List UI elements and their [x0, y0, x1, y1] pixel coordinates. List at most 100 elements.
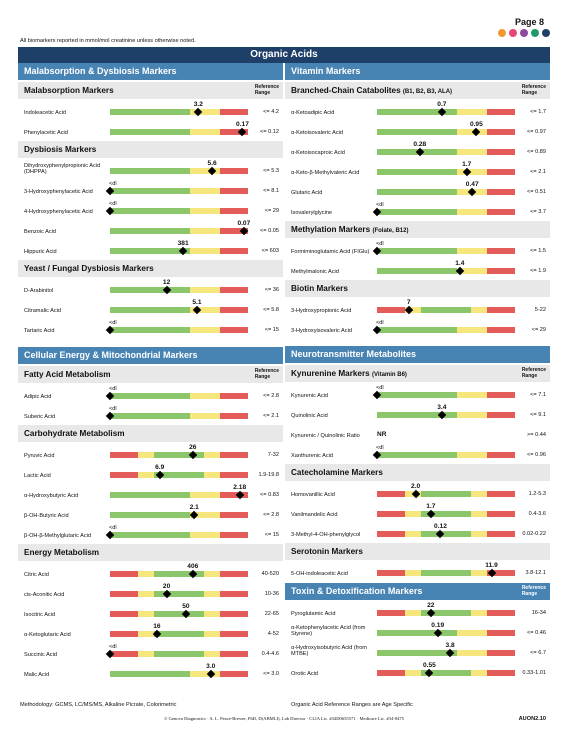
range-segment	[110, 208, 191, 214]
range-segment	[154, 571, 204, 577]
reference-range-header-line: Range	[521, 591, 538, 597]
biomarker-name: Orotic Acid	[291, 671, 319, 677]
range-segment	[110, 168, 191, 174]
reference-range: <= 0.05	[260, 228, 279, 234]
copyright-line: © Genova Diagnostics · A. L. Peace-Brewe…	[164, 716, 404, 721]
range-segment	[110, 452, 138, 458]
section-block: Cellular Energy & Mitochondrial Markers F…	[18, 347, 283, 681]
range-bar	[377, 452, 515, 458]
range-segment	[421, 531, 471, 537]
biomarker-value: <dl	[376, 202, 384, 208]
biomarker-row: Xanthurenic Acid <dl <= 0.96	[285, 442, 550, 462]
range-segment	[137, 631, 155, 637]
range-bar	[377, 248, 515, 254]
biomarker-value: 0.19	[431, 622, 445, 629]
range-segment	[190, 413, 221, 419]
range-segment	[220, 611, 248, 617]
biomarker-value: 50	[182, 603, 190, 610]
subsection-title: Biotin Markers	[291, 284, 348, 293]
biomarker-name: Suberic Acid	[24, 414, 56, 420]
range-segment	[190, 168, 221, 174]
biomarker-row: 3-Hydroxyisovaleric Acid <dl <= 29	[285, 317, 550, 337]
biomarker-row: Isocitric Acid 50 22-65	[18, 601, 283, 621]
range-segment	[457, 149, 488, 155]
range-segment	[487, 531, 515, 537]
biomarker-name: Homovanillic Acid	[291, 492, 335, 498]
brand-dot	[520, 29, 528, 37]
range-segment	[110, 109, 191, 115]
biomarker-value: <dl	[376, 241, 384, 247]
biomarker-row: Citramalic Acid 5.1 <= 5.8	[18, 297, 283, 317]
range-segment	[220, 129, 248, 135]
range-bar	[110, 631, 248, 637]
biomarker-name: Dihydroxyphenylpropionic Acid (DHPPA)	[24, 163, 101, 175]
range-segment	[190, 512, 221, 518]
range-segment	[203, 611, 221, 617]
biomarker-row: Kynurenic / Quinolinic Ratio NR >= 0.44	[285, 422, 550, 442]
range-segment	[470, 531, 488, 537]
range-segment	[377, 412, 458, 418]
biomarker-value: NR	[377, 431, 387, 438]
biomarker-row: Vanilmandelic Acid 1.7 0.4-3.6	[285, 501, 550, 521]
range-segment	[404, 531, 422, 537]
range-segment	[110, 188, 191, 194]
range-segment	[377, 630, 458, 636]
range-segment	[110, 611, 138, 617]
reference-range: 5-22	[534, 307, 546, 313]
range-bar	[110, 571, 248, 577]
range-bar	[377, 491, 515, 497]
range-segment	[220, 651, 248, 657]
biomarker-row: β-OH-Butyric Acid 2.1 <= 2.8	[18, 502, 283, 522]
biomarker-value: <dl	[376, 385, 384, 391]
biomarker-value: 5.6	[207, 160, 217, 167]
biomarker-row: Formiminoglutamic Acid (FIGlu) <dl <= 1.5	[285, 238, 550, 258]
range-segment	[190, 228, 221, 234]
subsection-title: Fatty Acid Metabolism	[24, 370, 111, 379]
reference-range: <= 0.97	[527, 129, 546, 135]
brand-dot	[531, 29, 539, 37]
range-segment	[190, 307, 221, 313]
range-segment	[457, 109, 488, 115]
range-segment	[220, 413, 248, 419]
range-segment	[377, 268, 458, 274]
reference-range-header-line: Range	[254, 374, 271, 380]
subsection-header: Kynurenine Markers (Vitamin B6) Reference…	[285, 365, 550, 382]
range-segment	[470, 610, 488, 616]
range-segment	[220, 208, 248, 214]
range-segment	[404, 511, 422, 517]
reference-range: <= 0.12	[260, 129, 279, 135]
biomarker-value: 1.7	[426, 503, 436, 510]
range-bar	[110, 492, 248, 498]
range-bar	[377, 129, 515, 135]
biomarker-name: Isocitric Acid	[24, 612, 56, 618]
range-bar	[377, 511, 515, 517]
range-segment	[421, 670, 471, 676]
range-bar	[110, 413, 248, 419]
range-segment	[190, 109, 221, 115]
biomarker-name: Citramalic Acid	[24, 308, 61, 314]
range-bar	[110, 611, 248, 617]
reference-range: <= 0.96	[527, 452, 546, 458]
range-segment	[470, 511, 488, 517]
section-title: Malabsorption & Dysbiosis Markers	[24, 66, 177, 76]
range-segment	[203, 591, 221, 597]
biomarker-row: α-Ketoadipic Acid 0.7 <= 1.7	[285, 99, 550, 119]
subsection-header: Dysbiosis Markers	[18, 141, 283, 158]
range-segment	[137, 611, 155, 617]
reference-range: 0.33-1.01	[522, 670, 546, 676]
range-segment	[457, 650, 488, 656]
reference-range: <= 0.46	[527, 630, 546, 636]
biomarker-name: D-Arabinitol	[24, 288, 54, 294]
range-segment	[457, 248, 488, 254]
range-bar	[377, 149, 515, 155]
range-segment	[190, 393, 221, 399]
biomarker-value: 22	[427, 602, 435, 609]
reference-range: <= 0.51	[527, 189, 546, 195]
biomarker-row: Malic Acid 3.0 <= 3.0	[18, 661, 283, 681]
biomarker-row: 3-Hydroxyphenylacetic Acid <dl <= 8.1	[18, 178, 283, 198]
range-segment	[457, 268, 488, 274]
reference-range-header-line: Reference	[254, 368, 279, 374]
reference-range: <= 2.8	[263, 393, 279, 399]
range-bar	[110, 109, 248, 115]
section-block: Neurotransmitter Metabolites Kynurenine M…	[285, 346, 550, 580]
